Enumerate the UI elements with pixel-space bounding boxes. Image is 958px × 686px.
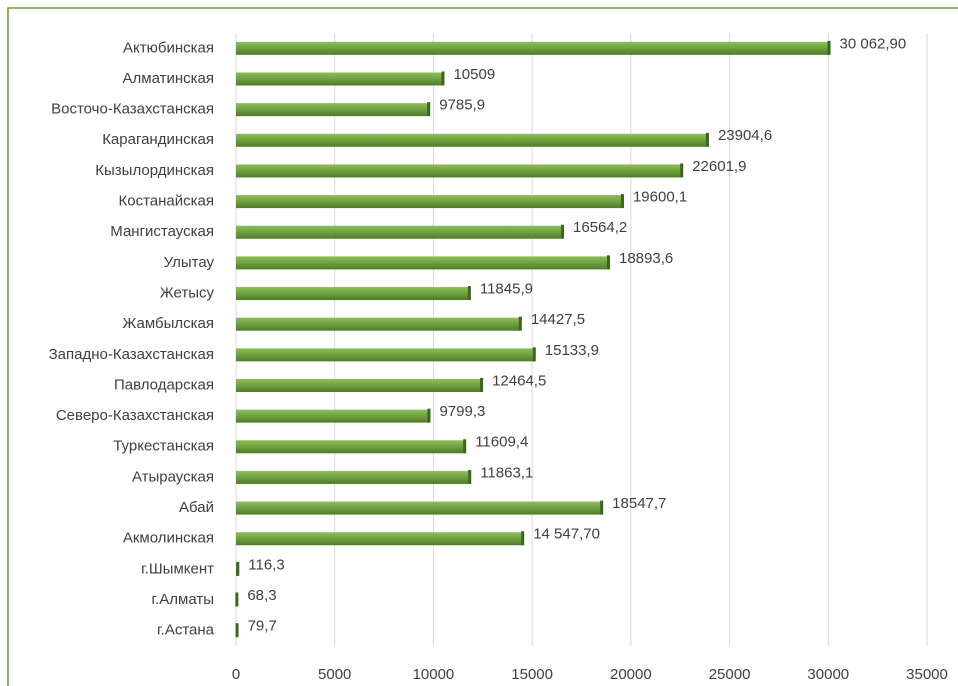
value-label: 18547,7 xyxy=(612,495,666,512)
bar xyxy=(236,164,683,178)
bar xyxy=(236,440,466,454)
y-tick-label: г.Шымкент xyxy=(141,560,214,577)
bar-end xyxy=(467,286,471,301)
value-label: 68,3 xyxy=(247,587,276,604)
y-tick-label: Мангистауская xyxy=(110,223,214,240)
bar xyxy=(236,317,521,331)
value-label: 30 062,90 xyxy=(840,35,907,52)
y-tick-label: Улытау xyxy=(164,254,215,271)
value-label: 9785,9 xyxy=(439,97,485,114)
y-tick-label: Северо-Казахстанская xyxy=(56,407,214,424)
bar xyxy=(236,532,524,546)
bar xyxy=(236,133,708,147)
value-label: 15133,9 xyxy=(545,342,599,359)
bar-end xyxy=(235,592,239,607)
value-label: 11863,1 xyxy=(480,464,533,481)
bar xyxy=(236,348,535,362)
y-tick-label: Атырауская xyxy=(132,468,214,485)
bar xyxy=(236,103,430,117)
y-tick-label: Актюбинская xyxy=(123,39,214,56)
value-label: 16564,2 xyxy=(573,219,627,236)
y-tick-label: г.Алматы xyxy=(151,591,214,608)
bar-end xyxy=(468,469,472,484)
x-tick-label: 20000 xyxy=(610,666,652,683)
bar-end xyxy=(463,439,467,454)
x-tick-label: 30000 xyxy=(807,666,849,683)
bar-end xyxy=(705,132,709,147)
bar-end xyxy=(600,500,604,515)
y-tick-label: Восточо-Казахстанская xyxy=(51,101,214,118)
y-tick-label: Карагандинская xyxy=(102,131,214,148)
bar-end xyxy=(518,316,522,331)
bar-end xyxy=(480,377,484,392)
y-tick-label: Костанайская xyxy=(119,193,215,210)
value-label: 22601,9 xyxy=(692,158,746,175)
x-tick-label: 35000 xyxy=(906,666,948,683)
value-label: 19600,1 xyxy=(633,189,687,206)
bar xyxy=(236,501,603,515)
bar-end xyxy=(521,531,525,546)
y-tick-label: Туркестанская xyxy=(113,438,214,455)
bar-end xyxy=(607,255,611,270)
value-label: 11609,4 xyxy=(475,434,528,451)
bar xyxy=(236,41,830,55)
y-tick-label: Жамбылская xyxy=(123,315,215,332)
bar-end xyxy=(620,194,624,209)
value-label: 9799,3 xyxy=(439,403,485,420)
value-label: 10509 xyxy=(453,66,495,83)
frame xyxy=(7,7,958,686)
bar-end xyxy=(532,347,536,362)
y-tick-label: г.Астана xyxy=(157,622,215,639)
bar xyxy=(236,409,430,423)
bar xyxy=(236,378,483,392)
bar xyxy=(236,287,470,301)
bar-end xyxy=(427,102,431,117)
bar-end xyxy=(561,224,565,239)
y-tick-label: Западно-Казахстанская xyxy=(49,346,214,363)
y-tick-label: Акмолинская xyxy=(123,530,214,547)
value-label: 116,3 xyxy=(248,556,284,573)
bar xyxy=(236,195,623,209)
x-tick-label: 0 xyxy=(232,666,240,683)
value-label: 23904,6 xyxy=(718,127,772,144)
bar xyxy=(236,72,444,86)
bar-end xyxy=(235,623,239,638)
bar-end xyxy=(680,163,684,178)
bar-end xyxy=(827,40,831,55)
y-tick-label: Жетысу xyxy=(160,284,215,301)
bar-end xyxy=(441,71,445,86)
bar xyxy=(236,256,610,270)
value-label: 11845,9 xyxy=(480,280,533,297)
y-tick-label: Павлодарская xyxy=(114,376,214,393)
x-tick-label: 25000 xyxy=(709,666,751,683)
x-tick-label: 5000 xyxy=(318,666,351,683)
bar-end xyxy=(236,561,240,576)
value-label: 14 547,70 xyxy=(533,526,600,543)
bar xyxy=(236,225,564,239)
value-label: 12464,5 xyxy=(492,372,546,389)
value-label: 79,7 xyxy=(248,618,277,635)
x-tick-label: 10000 xyxy=(413,666,455,683)
x-tick-label: 15000 xyxy=(511,666,553,683)
value-label: 14427,5 xyxy=(531,311,585,328)
value-label: 18893,6 xyxy=(619,250,673,267)
bar-end xyxy=(427,408,431,423)
y-tick-label: Абай xyxy=(179,499,214,516)
y-tick-label: Кызылординская xyxy=(95,162,214,179)
bar xyxy=(236,470,471,484)
y-tick-label: Алматинская xyxy=(123,70,214,87)
